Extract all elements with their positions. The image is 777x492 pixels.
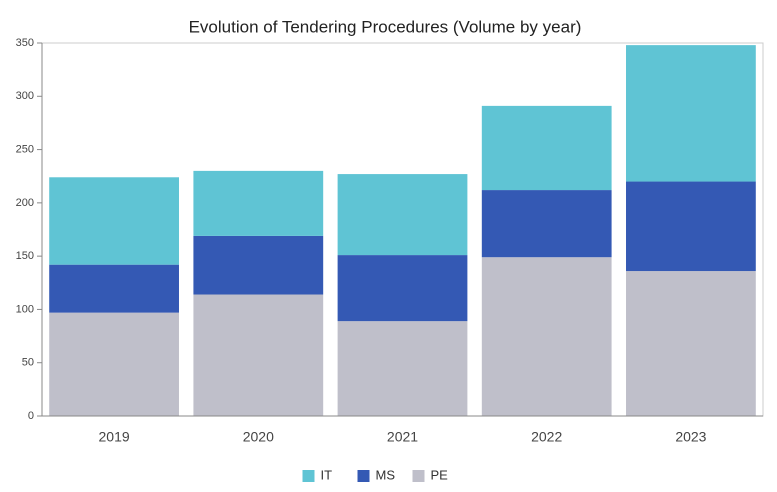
y-tick-label: 50 <box>22 357 34 369</box>
legend-label: MS <box>376 467 396 482</box>
y-tick-label: 300 <box>16 90 34 102</box>
bar-segment <box>626 45 756 182</box>
bar-segment <box>49 177 179 265</box>
bar-segment <box>49 312 179 416</box>
y-tick-label: 150 <box>16 250 34 262</box>
bar-segment <box>49 264 179 313</box>
y-tick-label: 350 <box>16 37 34 49</box>
bar-segment <box>481 190 612 258</box>
bar-segment <box>337 255 468 322</box>
legend-swatch <box>302 470 315 482</box>
bar-segment <box>481 105 612 191</box>
bar-segment <box>337 321 468 416</box>
x-tick-label: 2021 <box>387 429 418 445</box>
bar-segment <box>481 257 612 416</box>
bar-segment <box>193 294 324 416</box>
y-tick-label: 250 <box>16 143 34 155</box>
legend-label: PE <box>431 467 449 482</box>
bar-segment <box>626 181 756 272</box>
bar-segment <box>193 235 324 295</box>
bar-segment <box>626 271 756 416</box>
legend-label: IT <box>321 467 333 482</box>
x-tick-label: 2020 <box>243 429 274 445</box>
x-tick-label: 2023 <box>675 429 706 445</box>
bar-segment <box>193 170 324 236</box>
y-tick-label: 100 <box>16 303 34 315</box>
y-tick-label: 0 <box>28 410 34 422</box>
legend-swatch <box>357 470 370 482</box>
x-tick-label: 2019 <box>99 429 130 445</box>
x-tick-label: 2022 <box>531 429 562 445</box>
legend-swatch <box>412 470 425 482</box>
chart-title: Evolution of Tendering Procedures (Volum… <box>189 17 582 36</box>
y-tick-label: 200 <box>16 197 34 209</box>
bar-segment <box>337 174 468 256</box>
